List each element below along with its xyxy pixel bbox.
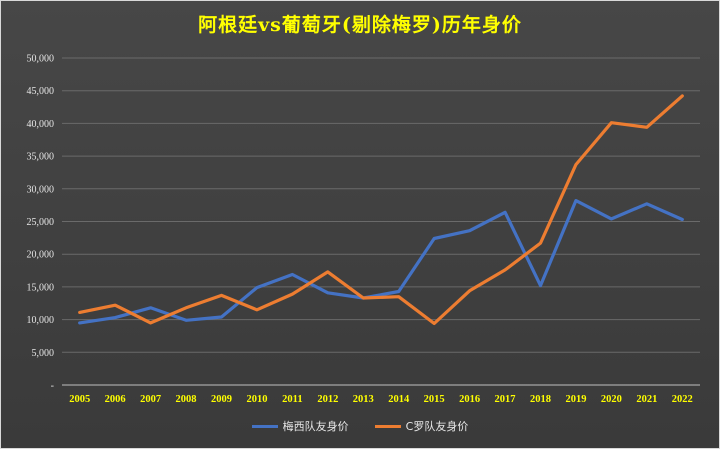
chart-title: 阿根廷vs葡萄牙(剔除梅罗)历年身价 bbox=[198, 14, 522, 36]
y-tick-label-10: 50,000 bbox=[27, 54, 55, 65]
x-tick-label-2007: 2007 bbox=[140, 394, 161, 405]
x-tick-label-2016: 2016 bbox=[459, 394, 480, 405]
legend-label-ronaldo: C罗队友身价 bbox=[405, 420, 469, 433]
series-line-1 bbox=[78, 94, 684, 326]
y-tick-label-2: 10,000 bbox=[27, 315, 55, 326]
y-tick-label-0: - bbox=[51, 381, 54, 392]
legend-swatch-messi bbox=[251, 424, 278, 428]
x-tick-label-2010: 2010 bbox=[246, 394, 267, 405]
x-tick-label-2006: 2006 bbox=[105, 394, 126, 405]
legend-item-messi: 梅西队友身价 bbox=[251, 418, 349, 434]
x-tick-label-2019: 2019 bbox=[565, 394, 586, 405]
legend-swatch-ronaldo bbox=[374, 424, 401, 428]
x-tick-label-2020: 2020 bbox=[601, 394, 622, 405]
x-tick-label-2018: 2018 bbox=[530, 394, 551, 405]
x-tick-label-2005: 2005 bbox=[69, 394, 90, 405]
x-tick-label-2012: 2012 bbox=[317, 394, 338, 405]
y-tick-label-3: 15,000 bbox=[27, 282, 55, 293]
y-tick-label-1: 5,000 bbox=[32, 348, 55, 359]
x-tick-label-2011: 2011 bbox=[282, 394, 302, 405]
y-tick-label-7: 35,000 bbox=[27, 152, 55, 163]
y-tick-label-8: 40,000 bbox=[27, 119, 55, 130]
series-line-0 bbox=[78, 199, 684, 325]
legend-item-ronaldo: C罗队友身价 bbox=[374, 418, 469, 434]
x-tick-label-2021: 2021 bbox=[636, 394, 657, 405]
y-tick-label-5: 25,000 bbox=[27, 217, 55, 228]
x-tick-label-2017: 2017 bbox=[495, 394, 516, 405]
x-tick-label-2008: 2008 bbox=[176, 394, 197, 405]
legend: 梅西队友身价 C罗队友身价 bbox=[0, 418, 720, 434]
y-tick-label-6: 30,000 bbox=[27, 184, 55, 195]
x-tick-label-2014: 2014 bbox=[388, 394, 410, 405]
x-tick-label-2013: 2013 bbox=[353, 394, 374, 405]
x-tick-label-2015: 2015 bbox=[424, 394, 445, 405]
x-tick-label-2022: 2022 bbox=[672, 394, 693, 405]
y-tick-label-4: 20,000 bbox=[27, 250, 55, 261]
y-tick-label-9: 45,000 bbox=[27, 86, 55, 97]
x-tick-label-2009: 2009 bbox=[211, 394, 232, 405]
legend-label-messi: 梅西队友身价 bbox=[282, 420, 349, 433]
